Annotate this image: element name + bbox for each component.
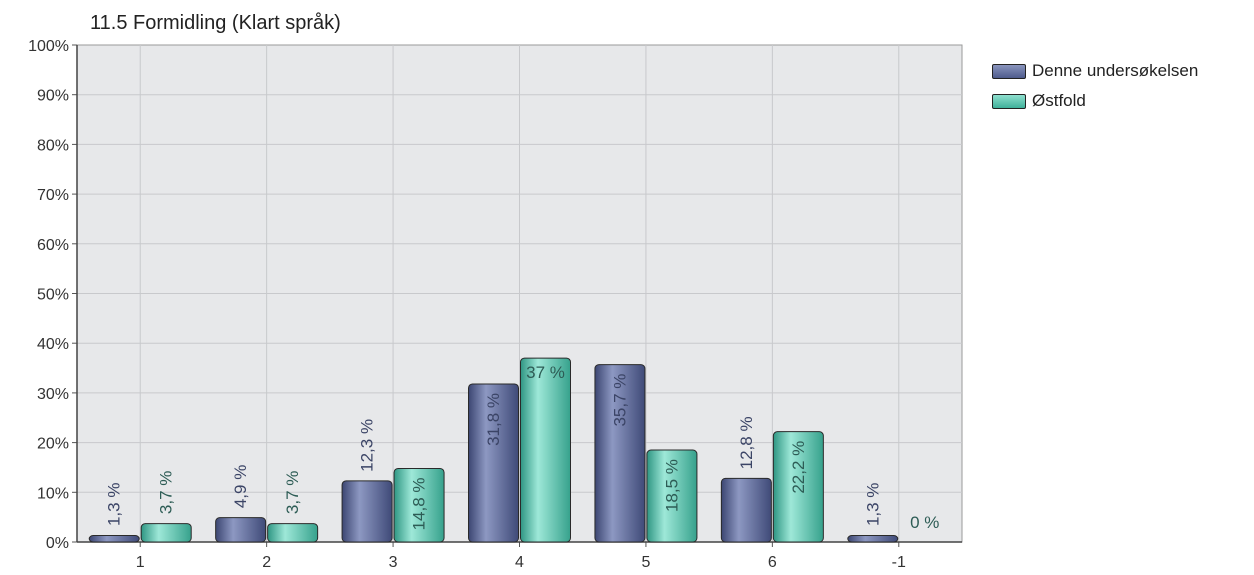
bar-series-1-1[interactable] (88, 535, 140, 543)
bar-series-1-2[interactable] (215, 517, 267, 543)
y-tick-label: 70% (37, 187, 69, 204)
y-tick-label: 90% (37, 88, 69, 105)
y-tick-label: 30% (37, 386, 69, 403)
y-tick-label: 40% (37, 336, 69, 353)
bars (88, 357, 899, 543)
x-tick-label: 1 (136, 554, 145, 571)
legend-item-series-2[interactable]: Østfold (992, 86, 1198, 116)
x-tick-label: 6 (768, 554, 777, 571)
bar-series-1-6[interactable] (720, 477, 772, 543)
y-tick-label: 100% (28, 38, 69, 55)
data-label: 3,7 % (157, 471, 176, 514)
legend-swatch-series-2 (992, 93, 1026, 109)
legend-item-series-1[interactable]: Denne undersøkelsen (992, 56, 1198, 86)
x-tick-label: 3 (389, 554, 398, 571)
x-tick-label: -1 (892, 554, 906, 571)
data-label: 4,9 % (231, 465, 250, 508)
data-label: 35,7 % (610, 374, 629, 427)
bar-series-2-6[interactable] (772, 431, 824, 543)
x-axis: 1 2 3 4 5 6 -1 (77, 541, 962, 571)
data-label: 12,8 % (737, 416, 756, 469)
y-tick-label: 10% (37, 485, 69, 502)
bar-series-1-5[interactable] (594, 364, 646, 543)
bar-series-2-1[interactable] (140, 523, 192, 543)
data-label: 3,7 % (283, 471, 302, 514)
y-tick-label: 20% (37, 436, 69, 453)
data-label: 1,3 % (863, 483, 882, 526)
data-label: 14,8 % (410, 477, 429, 530)
bar-series-2-4[interactable] (520, 357, 571, 543)
x-tick-label: 4 (515, 554, 524, 571)
y-tick-label: 80% (37, 137, 69, 154)
legend-swatch-series-1 (992, 63, 1026, 79)
chart-title: 11.5 Formidling (Klart språk) (90, 12, 341, 34)
data-labels: 1,3 % 4,9 % 12,3 % 31,8 % 35,7 % 12,8 % 1,3 % 3… (105, 363, 940, 532)
bar-series-1-3[interactable] (341, 480, 393, 543)
legend-label-series-2: Østfold (1032, 91, 1086, 110)
gridlines (77, 45, 962, 542)
y-tick-label: 0% (46, 535, 69, 552)
y-tick-label: 60% (37, 237, 69, 254)
data-label: 1,3 % (105, 483, 124, 526)
x-tick-label: 2 (262, 554, 271, 571)
data-label: 22,2 % (789, 441, 808, 494)
legend: Denne undersøkelsen Østfold (992, 56, 1198, 116)
data-label: 0 % (910, 513, 939, 532)
bar-series-2-2[interactable] (267, 523, 319, 543)
data-label: 18,5 % (662, 459, 681, 512)
data-label: 37 % (526, 363, 565, 382)
x-tick-label: 5 (641, 554, 650, 571)
y-tick-label: 50% (37, 287, 69, 304)
bar-series-1-4[interactable] (468, 383, 519, 543)
y-axis: 0% 10% 20% 30% 40% 50% 60% 70% 80% 90% 100% (28, 38, 78, 552)
legend-label-series-1: Denne undersøkelsen (1032, 61, 1199, 80)
data-label: 12,3 % (358, 419, 377, 472)
data-label: 31,8 % (484, 393, 503, 446)
bar-series-2-5[interactable] (646, 449, 698, 543)
bar-series-1--1[interactable] (847, 535, 899, 543)
bar-series-2-3[interactable] (393, 467, 445, 543)
